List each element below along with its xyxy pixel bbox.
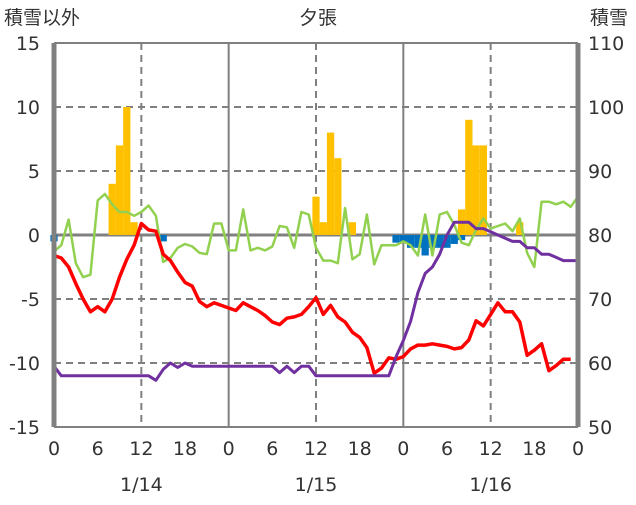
x-tick-label: 12 [479, 438, 503, 460]
negative-bar [436, 235, 444, 248]
date-label: 1/16 [469, 474, 512, 496]
snowfall-bar [115, 145, 124, 235]
green-line-line [53, 192, 580, 279]
chart-title: 夕張 [299, 7, 337, 29]
negative-bar [443, 235, 451, 248]
negative-bar [392, 235, 400, 243]
left-tick-label: -5 [21, 289, 40, 311]
right-tick-label: 60 [588, 353, 612, 375]
snowfall-bar [326, 132, 335, 235]
negative-bar [399, 235, 407, 243]
right-tick-label: 100 [588, 97, 624, 119]
snowfall-bar [312, 196, 320, 235]
frame [51, 42, 581, 428]
right-axis-label: 積雪 [590, 7, 628, 29]
x-tick-label: 18 [348, 438, 372, 460]
x-tick-label: 18 [522, 438, 546, 460]
date-label: 1/15 [295, 474, 338, 496]
x-tick-label: 6 [92, 438, 104, 460]
left-tick-label: -10 [9, 353, 40, 375]
snowfall-bar [130, 222, 138, 235]
negative-bar [421, 235, 429, 256]
right-tick-label: 110 [588, 33, 624, 55]
negative-bar [159, 235, 167, 242]
right-tick-label: 50 [588, 417, 612, 439]
right-tick-label: 90 [588, 161, 612, 183]
negative-bar [450, 235, 458, 244]
left-tick-label: 0 [28, 225, 40, 247]
snowfall-bar [479, 145, 488, 235]
snow-depth-line [52, 220, 578, 382]
x-tick-label: 0 [397, 438, 409, 460]
right-tick-label: 70 [588, 289, 612, 311]
snowfall-bar [334, 158, 342, 235]
x-tick-label: 12 [129, 438, 153, 460]
bars [50, 107, 524, 256]
x-tick-label: 18 [173, 438, 197, 460]
x-tick-label: 6 [441, 438, 453, 460]
x-tick-label: 0 [223, 438, 235, 460]
x-tick-label: 6 [266, 438, 278, 460]
snowfall-bar [516, 222, 524, 235]
x-tick-label: 0 [48, 438, 60, 460]
snowfall-bar [348, 222, 357, 235]
left-tick-label: 10 [16, 97, 40, 119]
left-axis-label: 積雪以外 [4, 7, 80, 29]
x-tick-label: 0 [572, 438, 584, 460]
negative-bar [428, 235, 437, 248]
negative-bar [457, 235, 466, 241]
right-tick-label: 80 [588, 225, 612, 247]
negative-bar [414, 235, 422, 248]
snowfall-bar [108, 183, 116, 235]
left-tick-label: 15 [16, 33, 40, 55]
lines [52, 192, 580, 382]
date-label: 1/14 [120, 474, 163, 496]
snowfall-bar [472, 145, 480, 235]
x-tick-label: 12 [304, 438, 328, 460]
left-tick-label: 5 [28, 161, 40, 183]
left-tick-label: -15 [9, 417, 40, 439]
negative-bar [406, 235, 415, 248]
snowfall-bar [465, 119, 473, 235]
snowfall-bar [123, 107, 131, 235]
temperature-line [53, 221, 571, 375]
snowfall-bar [319, 222, 327, 235]
